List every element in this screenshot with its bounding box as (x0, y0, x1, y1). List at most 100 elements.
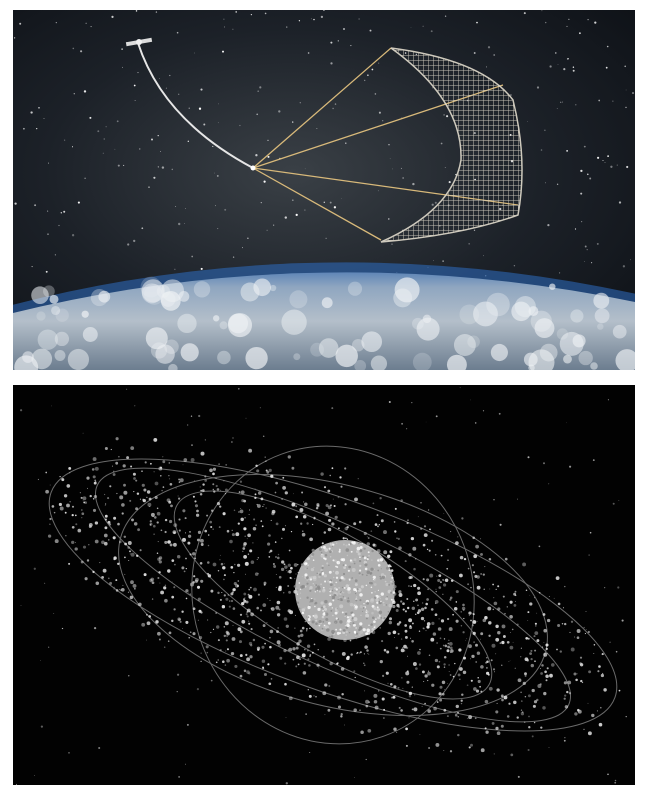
debris-piece (225, 493, 226, 494)
star (257, 90, 259, 92)
debris-piece (442, 594, 443, 595)
debris-piece (354, 563, 356, 565)
star (367, 74, 369, 76)
debris-piece (276, 587, 277, 588)
debris-piece (381, 617, 383, 619)
debris-piece (429, 574, 433, 578)
debris-piece (302, 653, 306, 657)
debris-piece (147, 621, 151, 625)
debris-piece (104, 494, 105, 495)
debris-piece (93, 475, 96, 478)
debris-piece (88, 544, 89, 545)
debris-piece (461, 693, 463, 695)
debris-piece (211, 509, 213, 511)
debris-piece (241, 620, 245, 624)
debris-piece (81, 509, 83, 511)
debris-piece (470, 587, 471, 588)
debris-piece (405, 728, 408, 731)
debris-piece (528, 694, 531, 697)
debris-piece (599, 723, 603, 727)
debris-piece (566, 422, 567, 423)
cloud (491, 344, 508, 361)
debris-piece (457, 712, 459, 714)
debris-piece (277, 557, 280, 560)
debris-piece (161, 529, 163, 531)
debris-piece (295, 516, 298, 519)
debris-piece (165, 585, 166, 586)
debris-piece (447, 649, 450, 652)
cloud (228, 313, 248, 333)
debris-piece (379, 627, 381, 629)
star (581, 221, 582, 222)
star (412, 183, 414, 185)
debris-piece (294, 563, 298, 567)
debris-piece (321, 554, 322, 555)
debris-piece (365, 632, 368, 635)
debris-piece (185, 621, 188, 624)
debris-piece (323, 612, 325, 614)
debris-piece (426, 598, 429, 601)
debris-piece (238, 388, 240, 390)
debris-piece (318, 667, 319, 668)
debris-piece (329, 590, 330, 591)
debris-piece (34, 568, 36, 570)
debris-piece (424, 533, 428, 537)
debris-piece (342, 591, 343, 592)
cloud (82, 311, 89, 318)
star (449, 181, 451, 183)
debris-piece (557, 624, 560, 627)
debris-piece (363, 547, 365, 549)
debris-piece (276, 523, 279, 526)
debris-piece (366, 585, 368, 587)
debris-piece (392, 583, 394, 585)
debris-piece (317, 608, 320, 611)
debris-piece (332, 590, 333, 591)
debris-piece (473, 613, 475, 615)
debris-piece (510, 601, 513, 604)
debris-piece (456, 705, 459, 708)
debris-piece (331, 635, 333, 637)
debris-piece (229, 606, 231, 608)
debris-piece (331, 407, 333, 409)
debris-piece (504, 613, 506, 615)
debris-piece (323, 546, 326, 549)
debris-piece (500, 642, 502, 644)
debris-piece (300, 586, 303, 589)
debris-piece (375, 618, 376, 619)
debris-piece (324, 600, 327, 603)
debris-piece (338, 540, 339, 541)
debris-piece (485, 731, 488, 734)
debris-piece (513, 701, 516, 704)
debris-piece (588, 703, 589, 704)
debris-piece (520, 691, 522, 693)
debris-piece (354, 605, 355, 606)
debris-piece (437, 665, 440, 668)
debris-piece (393, 591, 396, 594)
debris-piece (317, 585, 320, 588)
debris-piece (268, 556, 270, 558)
debris-piece (245, 574, 246, 575)
debris-piece (407, 519, 408, 520)
debris-piece (417, 591, 421, 595)
star (537, 86, 539, 88)
debris-piece (85, 577, 88, 580)
cloud (322, 297, 333, 308)
debris-piece (436, 415, 438, 417)
debris-piece (391, 569, 394, 572)
debris-piece (383, 717, 385, 719)
star (64, 140, 65, 141)
debris-piece (173, 543, 177, 547)
star (567, 58, 568, 59)
debris-piece (293, 493, 294, 494)
debris-piece (545, 674, 549, 678)
debris-piece (105, 505, 106, 506)
star (214, 173, 215, 174)
star (141, 227, 143, 229)
debris-piece (183, 458, 187, 462)
star (514, 265, 515, 266)
debris-piece (212, 483, 214, 485)
debris-piece (600, 707, 602, 709)
star (242, 247, 243, 248)
debris-piece (586, 611, 587, 612)
star (259, 86, 261, 88)
